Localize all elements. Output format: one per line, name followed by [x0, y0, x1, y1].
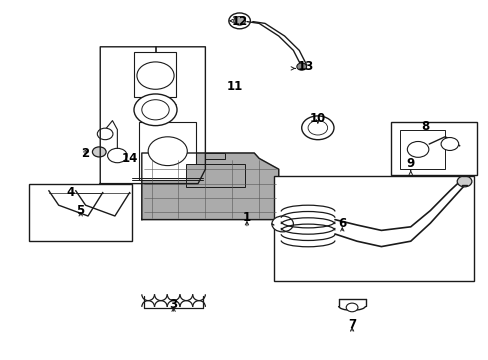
Text: 11: 11: [226, 80, 243, 93]
Text: 10: 10: [309, 112, 325, 125]
Text: 6: 6: [338, 217, 346, 230]
Circle shape: [307, 121, 327, 135]
Circle shape: [142, 100, 169, 120]
Text: 12: 12: [231, 15, 247, 28]
Text: 9: 9: [406, 157, 414, 170]
Circle shape: [107, 148, 127, 163]
Bar: [139, 122, 195, 180]
Bar: [273, 176, 473, 281]
Polygon shape: [142, 153, 278, 220]
Circle shape: [407, 141, 428, 157]
Circle shape: [228, 13, 250, 29]
Polygon shape: [100, 47, 205, 184]
Circle shape: [271, 216, 293, 232]
Circle shape: [134, 94, 177, 126]
Text: 8: 8: [421, 120, 428, 132]
Bar: [29, 184, 132, 241]
Bar: [205, 153, 224, 159]
Bar: [134, 52, 176, 97]
Text: 7: 7: [347, 318, 355, 330]
Text: 14: 14: [121, 152, 138, 165]
Text: 13: 13: [297, 60, 313, 73]
Text: 5: 5: [77, 204, 84, 217]
Text: 4: 4: [67, 186, 75, 199]
Circle shape: [346, 303, 357, 312]
Circle shape: [137, 62, 174, 89]
Circle shape: [296, 63, 306, 70]
Circle shape: [92, 147, 106, 157]
Text: 2: 2: [81, 147, 89, 159]
Circle shape: [233, 17, 245, 25]
Bar: [399, 130, 444, 169]
Circle shape: [148, 137, 187, 166]
Text: 1: 1: [243, 211, 250, 224]
Circle shape: [301, 116, 333, 140]
Circle shape: [440, 138, 458, 150]
Bar: [390, 122, 476, 175]
Circle shape: [456, 176, 471, 187]
Circle shape: [97, 128, 113, 140]
Bar: [185, 164, 244, 187]
Text: 3: 3: [169, 298, 177, 311]
